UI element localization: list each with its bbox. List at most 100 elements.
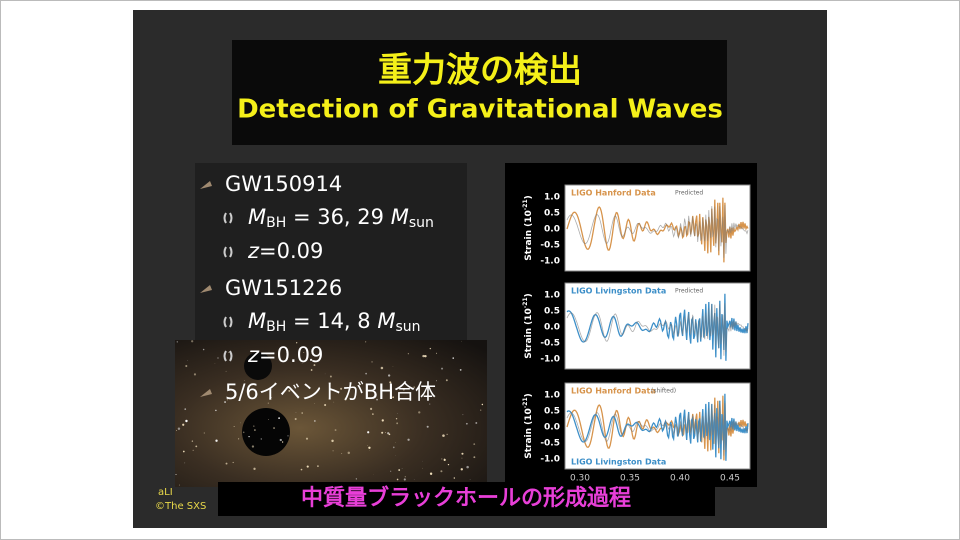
star <box>392 396 394 399</box>
star <box>305 437 309 440</box>
star <box>202 348 205 351</box>
star <box>215 409 217 412</box>
star <box>341 453 343 455</box>
star <box>392 366 394 367</box>
star <box>192 449 194 451</box>
star <box>443 458 445 460</box>
star <box>225 462 228 465</box>
text-part: M <box>248 309 266 333</box>
star <box>248 435 250 438</box>
star <box>313 364 316 367</box>
star <box>203 432 205 434</box>
star <box>395 418 398 420</box>
star <box>401 468 403 469</box>
label-part: ) <box>524 393 534 397</box>
text-part: = 14, 8 <box>286 309 377 333</box>
y-tick-label: 1.0 <box>544 291 560 301</box>
star <box>185 365 188 368</box>
star <box>329 375 332 378</box>
star <box>281 441 284 443</box>
star <box>461 452 464 455</box>
prediction <box>566 402 749 456</box>
y-tick-label: 1.0 <box>544 391 560 401</box>
star <box>441 458 443 460</box>
star <box>278 417 280 419</box>
star <box>324 404 327 407</box>
list-detail: z=0.09 <box>247 239 323 263</box>
star <box>387 374 391 377</box>
star <box>301 362 303 364</box>
prediction <box>566 302 749 356</box>
x-tick-label: 0.40 <box>670 474 690 484</box>
panel-legend: LIGO Hanford Data <box>571 189 656 198</box>
star <box>195 445 198 448</box>
star <box>453 477 456 479</box>
star <box>214 363 216 364</box>
y-tick-label: -1.0 <box>540 257 560 267</box>
star <box>390 470 392 472</box>
star <box>365 372 367 375</box>
star <box>440 470 443 473</box>
y-axis-label: Strain (10-21) <box>522 293 534 359</box>
star <box>445 379 448 382</box>
star <box>285 390 287 392</box>
y-tick-label: -1.0 <box>540 455 560 465</box>
star <box>460 468 463 471</box>
label-part: -21 <box>522 199 529 210</box>
star <box>396 478 399 481</box>
star <box>240 422 242 424</box>
title-box <box>232 40 727 145</box>
star <box>313 420 316 422</box>
star <box>182 423 185 426</box>
star <box>365 341 367 343</box>
star <box>461 457 463 459</box>
star <box>184 408 187 410</box>
star <box>175 473 177 476</box>
star <box>355 478 357 480</box>
text-part: M <box>248 205 266 229</box>
star <box>242 431 245 434</box>
star <box>294 418 297 421</box>
bullet <box>200 181 212 189</box>
star <box>367 431 370 434</box>
star <box>333 401 335 403</box>
star <box>370 407 373 410</box>
sub-bullet <box>223 316 233 328</box>
star <box>418 411 421 414</box>
black-hole <box>244 352 272 380</box>
star <box>473 443 476 446</box>
star <box>279 438 282 442</box>
star <box>396 422 399 425</box>
star <box>228 351 230 353</box>
star <box>388 433 391 436</box>
bullet <box>200 389 212 397</box>
sub-bullet <box>223 246 233 258</box>
label-part: -21 <box>522 297 529 308</box>
star <box>413 479 415 480</box>
star <box>372 413 374 415</box>
text-part: =0.09 <box>259 343 323 367</box>
star <box>469 479 471 480</box>
star <box>288 389 291 392</box>
panel-note: (shifted) <box>651 388 676 395</box>
star <box>429 347 432 350</box>
y-axis-label: Strain (10-21) <box>522 195 534 261</box>
image-bg <box>175 340 487 487</box>
star <box>452 357 454 359</box>
text-part: = 36, 29 <box>286 205 390 229</box>
star <box>381 431 384 434</box>
star <box>295 412 297 414</box>
star <box>232 461 234 464</box>
star <box>314 403 315 404</box>
star <box>334 429 337 432</box>
star <box>376 398 378 401</box>
star <box>267 402 269 404</box>
star <box>403 478 406 481</box>
star <box>176 341 178 343</box>
star <box>271 397 273 399</box>
star <box>310 369 313 371</box>
star <box>191 340 194 343</box>
caption: 中質量ブラックホールの形成過程 <box>301 485 631 511</box>
sub-bullet <box>223 212 233 224</box>
star <box>367 445 369 447</box>
